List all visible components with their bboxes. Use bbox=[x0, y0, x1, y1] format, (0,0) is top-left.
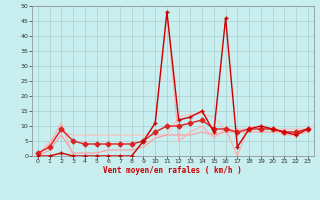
X-axis label: Vent moyen/en rafales ( km/h ): Vent moyen/en rafales ( km/h ) bbox=[103, 166, 242, 175]
